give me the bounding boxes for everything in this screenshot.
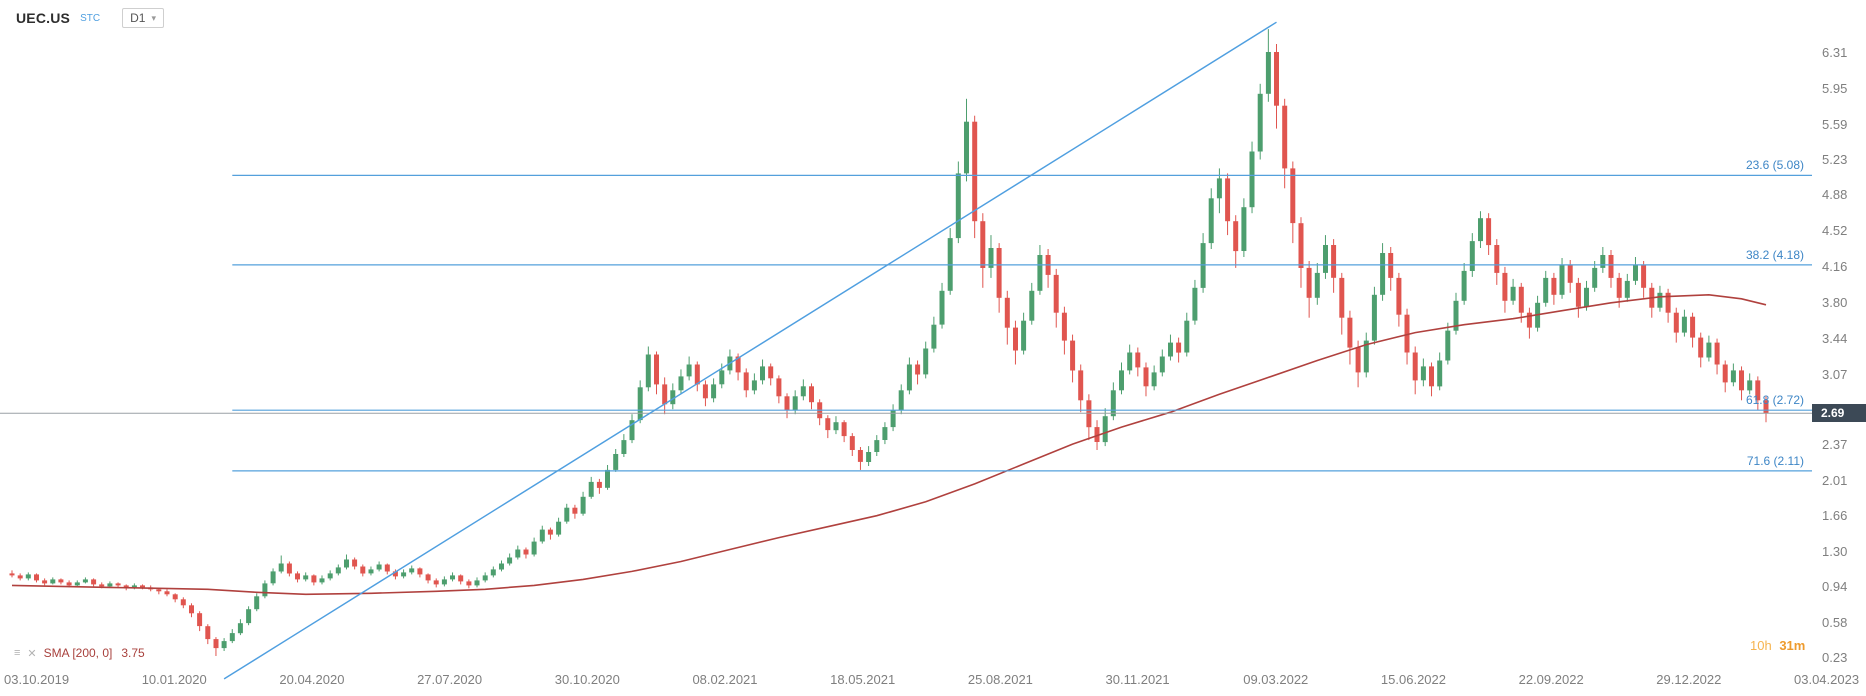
price-axis-label: 6.31 [1822, 45, 1848, 60]
indicator-legend: ≡ ✕ SMA [200, 0] 3.75 [14, 646, 145, 660]
price-axis-label: 1.30 [1822, 543, 1848, 559]
time-axis-label: 03.04.2023 [1794, 672, 1860, 687]
chart-header: UEC.US STC D1 ▾ [16, 8, 164, 28]
timeframe-label: D1 [130, 11, 146, 25]
sma-200-line[interactable] [11, 293, 1767, 596]
current-price-badge: 2.69 [1812, 404, 1866, 423]
price-axis[interactable]: 2.69 6.31 5.95 5.59 5.23 4.88 4.52 4.16 3.80 3.4… [1812, 0, 1866, 696]
time-axis-label: 29.12.2022 [1656, 672, 1722, 687]
time-axis-label: 20.04.2020 [279, 672, 345, 687]
price-axis-label: 3.44 [1822, 330, 1848, 346]
time-axis-label: 25.08.2021 [967, 672, 1033, 687]
time-axis-label: 30.10.2020 [554, 672, 620, 687]
price-axis-label: 4.88 [1822, 187, 1848, 203]
time-axis-label: 03.10.2019 [4, 672, 70, 687]
time-axis-label: 30.11.2021 [1105, 672, 1170, 687]
fib-level-label: 38.2 (4.18) [1745, 247, 1804, 262]
chevron-down-icon: ▾ [151, 12, 156, 23]
fib-level-label: 23.6 (5.08) [1745, 158, 1804, 173]
price-axis-label: 5.95 [1822, 80, 1848, 96]
price-axis-label: 1.66 [1822, 507, 1848, 523]
timeframe-dropdown[interactable]: D1 ▾ [122, 8, 164, 28]
time-axis-label: 18.05.2021 [830, 672, 896, 687]
time-axis-label: 27.07.2020 [417, 672, 483, 687]
price-axis-label: 5.59 [1822, 116, 1848, 132]
time-axis-label: 09.03.2022 [1243, 672, 1309, 687]
price-axis-label: 0.94 [1822, 579, 1848, 595]
price-axis-label: 5.23 [1822, 152, 1848, 168]
candlestick-series[interactable] [9, 29, 1769, 656]
indicator-label: SMA [200, 0] [43, 646, 113, 660]
countdown-hours: 10h [1750, 638, 1772, 653]
price-axis-label: 3.07 [1822, 367, 1848, 383]
indicator-remove-icon[interactable]: ✕ [27, 647, 37, 660]
price-axis-label: 4.52 [1822, 223, 1848, 239]
price-axis-label: 0.23 [1822, 650, 1848, 665]
time-axis-label: 15.06.2022 [1380, 672, 1446, 687]
time-axis[interactable]: 03.10.2019 10.01.2020 20.04.2020 27.07.2020… [0, 670, 1859, 692]
fib-level-label: 71.6 (2.11) [1746, 453, 1804, 468]
price-axis-label: 2.37 [1822, 437, 1848, 453]
indicator-menu-icon[interactable]: ≡ [14, 647, 21, 659]
indicator-value: 3.75 [121, 646, 145, 660]
time-axis-label: 22.09.2022 [1518, 672, 1584, 687]
candle-countdown: 10h 31m [1750, 638, 1805, 653]
countdown-minutes: 31m [1779, 638, 1806, 653]
time-axis-label: 08.02.2021 [692, 672, 758, 687]
exchange-badge: STC [80, 13, 101, 24]
symbol-label: UEC.US [16, 10, 71, 26]
price-axis-label: 3.80 [1822, 294, 1848, 310]
price-axis-label: 0.58 [1822, 615, 1848, 631]
price-axis-label: 2.01 [1822, 472, 1848, 488]
trendline[interactable] [223, 21, 1277, 680]
price-axis-label: 4.16 [1822, 258, 1848, 274]
fib-level-label: 61.8 (2.72) [1745, 393, 1804, 408]
time-axis-label: 10.01.2020 [141, 672, 207, 687]
